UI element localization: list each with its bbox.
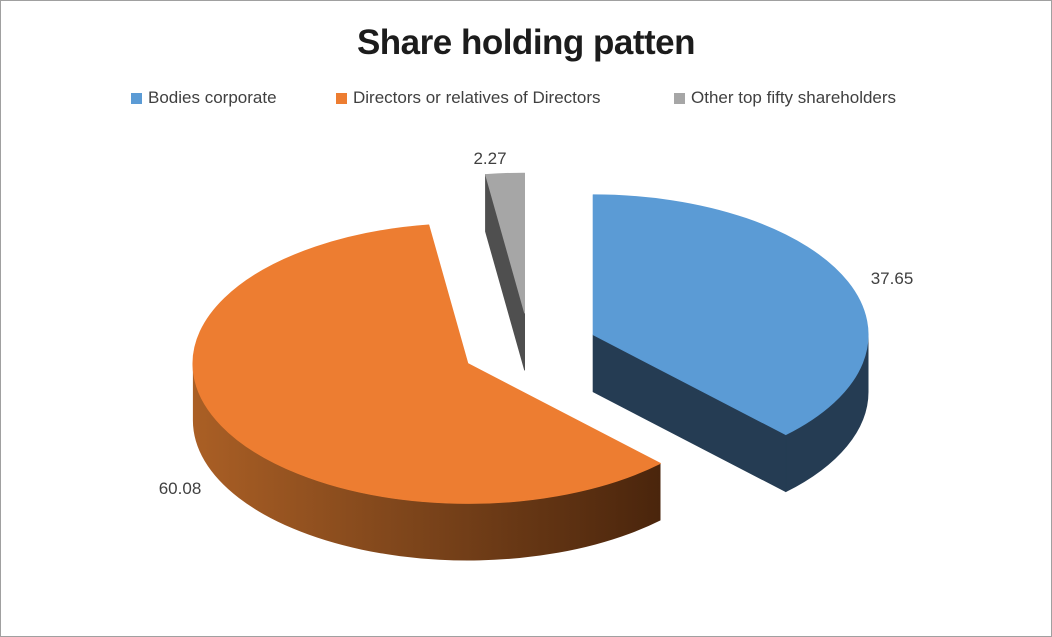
legend-swatch-gray <box>674 92 685 104</box>
legend-swatch-blue <box>131 92 142 104</box>
legend-item-directors: Directors or relatives of Directors <box>336 88 601 107</box>
legend-label: Bodies corporate <box>148 88 277 107</box>
data-label-bodies-corporate: 37.65 <box>870 269 914 288</box>
legend-label: Directors or relatives of Directors <box>353 88 601 107</box>
chart-legend: Bodies corporate Directors or relatives … <box>1 88 1051 107</box>
legend-swatch-orange <box>336 92 347 104</box>
chart-title: Share holding patten <box>356 23 696 62</box>
pie-slice-1 <box>192 224 661 504</box>
pie-slice-2 <box>485 172 525 314</box>
legend-label: Other top fifty shareholders <box>691 88 897 107</box>
data-label-directors: 60.08 <box>158 479 202 498</box>
data-label-other-shareholders: 2.27 <box>473 149 507 168</box>
pie-slice-0 <box>592 194 869 436</box>
legend-item-other-shareholders: Other top fifty shareholders <box>674 88 897 107</box>
legend-item-bodies-corporate: Bodies corporate <box>131 88 277 107</box>
pie-slice-1-rim <box>192 363 661 561</box>
